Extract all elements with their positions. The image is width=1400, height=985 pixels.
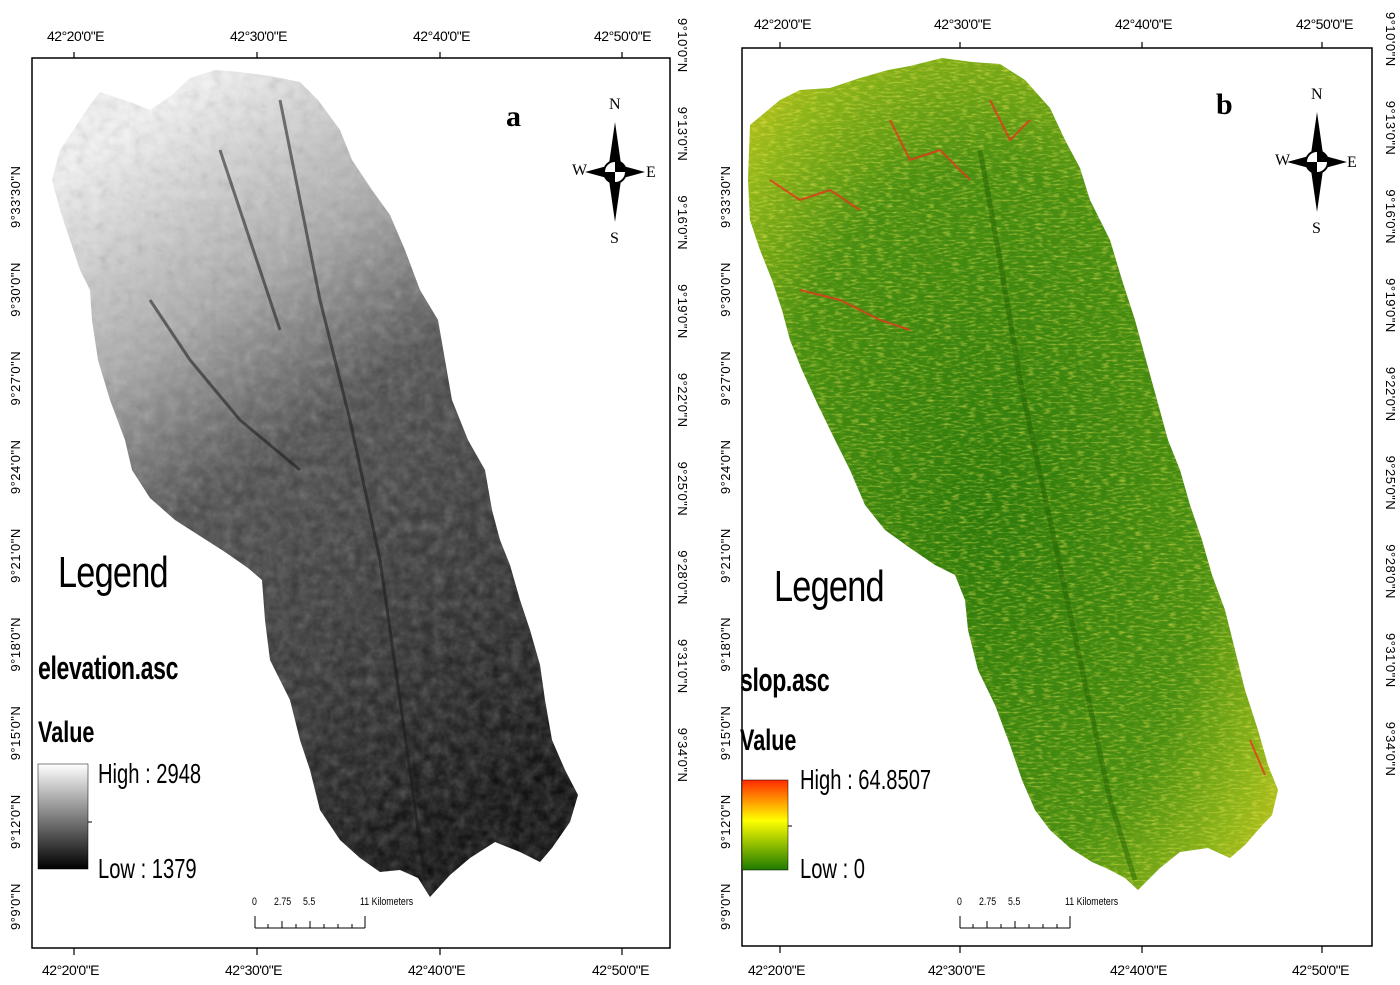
lon-label-bottom: 42°40'0"E	[1110, 962, 1168, 978]
legend-low-label: Low : 1379	[98, 853, 197, 884]
lon-label-top: 42°40'0"E	[1115, 16, 1173, 32]
panel-letter: a	[506, 100, 521, 133]
scale-tick-label: 0	[957, 896, 962, 908]
legend-high-label: High : 2948	[98, 758, 202, 789]
scale-tick-label: 5.5	[303, 896, 316, 908]
legend-layer-name: elevation.asc	[38, 650, 179, 686]
slope-map-graphic	[741, 42, 1373, 953]
lat-labels-left: 9°9'0"N 9°12'0"N 9°15'0"N 9°18'0"N 9°21'…	[718, 165, 733, 930]
legend-layer-name: slop.asc	[740, 662, 830, 698]
lon-label-top: 42°40'0"E	[413, 28, 471, 44]
lon-label-top: 42°30'0"E	[230, 28, 288, 44]
scale-tick-label: 11 Kilometers	[1065, 896, 1119, 908]
scale-bar	[254, 916, 366, 929]
scale-tick-label: 2.75	[979, 896, 997, 908]
map-frame	[31, 57, 671, 949]
panel-letter: b	[1216, 88, 1233, 121]
compass-west-label: W	[572, 162, 588, 179]
scale-bar	[959, 916, 1071, 929]
legend-low-label: Low : 0	[800, 853, 866, 884]
lat-labels-right: 9°10'0"N 9°13'0"N 9°16'0"N 9°19'0"N 9°22…	[675, 18, 690, 783]
lat-labels-left: 9°9'0"N 9°12'0"N 9°15'0"N 9°18'0"N 9°21'…	[8, 165, 23, 930]
compass-south-label: S	[1312, 220, 1321, 237]
lon-label-bottom: 42°20'0"E	[42, 962, 100, 978]
legend-color-ramp	[741, 779, 789, 871]
compass-east-label: E	[646, 164, 656, 181]
lon-label-bottom: 42°30'0"E	[225, 962, 283, 978]
scale-tick-label: 0	[252, 896, 257, 908]
legend-color-ramp	[37, 763, 89, 870]
compass-north-label: N	[1311, 86, 1323, 103]
compass-east-label: E	[1347, 154, 1357, 171]
map-frame	[741, 47, 1373, 947]
lon-label-top: 42°20'0"E	[47, 28, 105, 44]
legend-value-label: Value	[740, 724, 797, 757]
scale-tick-label: 5.5	[1008, 896, 1021, 908]
lon-label-top: 42°20'0"E	[754, 16, 812, 32]
lon-label-bottom: 42°50'0"E	[592, 962, 650, 978]
compass-west-label: W	[1275, 152, 1291, 169]
legend-value-label: Value	[38, 716, 95, 749]
lon-label-bottom: 42°30'0"E	[928, 962, 986, 978]
lon-label-top: 42°50'0"E	[1296, 16, 1354, 32]
legend-high-label: High : 64.8507	[800, 764, 932, 795]
lon-label-bottom: 42°20'0"E	[748, 962, 806, 978]
map-panel-slope: 42°20'0"E 42°30'0"E 42°40'0"E 42°50'0"E …	[710, 0, 1400, 985]
legend-title: Legend	[774, 562, 885, 611]
lat-labels-right: 9°10'0"N 9°13'0"N 9°16'0"N 9°19'0"N 9°22…	[1383, 12, 1398, 777]
lon-label-top: 42°50'0"E	[594, 28, 652, 44]
scale-tick-label: 11 Kilometers	[360, 896, 414, 908]
lon-label-top: 42°30'0"E	[934, 16, 992, 32]
compass-north-label: N	[609, 96, 621, 113]
north-arrow-icon	[585, 122, 645, 222]
map-panel-elevation: 42°20'0"E 42°30'0"E 42°40'0"E 42°50'0"E …	[8, 18, 690, 978]
lon-label-bottom: 42°40'0"E	[408, 962, 466, 978]
compass-south-label: S	[610, 230, 619, 247]
legend-title: Legend	[58, 548, 169, 597]
north-arrow-icon	[1287, 112, 1347, 212]
scale-tick-label: 2.75	[274, 896, 292, 908]
lon-label-bottom: 42°50'0"E	[1292, 962, 1350, 978]
elevation-map-graphic	[31, 52, 671, 955]
